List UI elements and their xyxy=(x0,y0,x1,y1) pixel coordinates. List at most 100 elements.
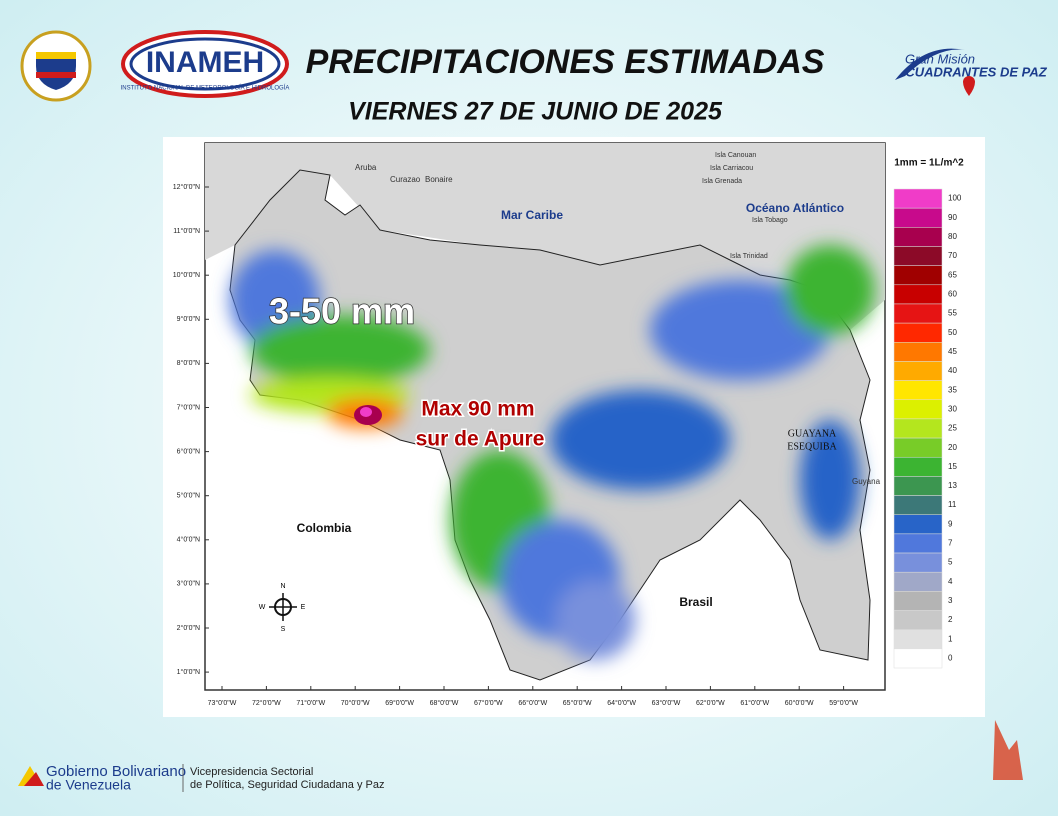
lon-label: 61°0'0"W xyxy=(740,699,769,707)
cuadrantes-top: Gran Misión xyxy=(905,51,975,66)
legend-label: 5 xyxy=(948,558,953,567)
legend-swatch xyxy=(893,610,943,630)
lon-label: 70°0'0"W xyxy=(341,699,370,707)
legend-swatch xyxy=(893,284,943,305)
legend-swatch xyxy=(893,322,943,343)
lon-label: 72°0'0"W xyxy=(252,699,281,707)
lat-label: 7°0'0"N xyxy=(177,403,200,411)
legend-swatch xyxy=(893,514,943,535)
legend-label: 15 xyxy=(948,462,957,471)
place-label: Isla Grenada xyxy=(702,178,742,185)
legend-label: 90 xyxy=(948,213,957,222)
legend-swatch xyxy=(893,476,943,496)
legend-label: 13 xyxy=(948,481,957,490)
lon-label: 63°0'0"W xyxy=(652,699,681,707)
cuadrantes-bottom: CUADRANTES DE PAZ xyxy=(905,64,1047,79)
legend-swatch xyxy=(893,418,943,439)
legend-label: 4 xyxy=(948,577,953,586)
compass-label: N xyxy=(280,583,285,590)
inameh-logo xyxy=(121,30,289,98)
annotation: Max 90 mm xyxy=(421,398,534,421)
lat-label: 10°0'0"N xyxy=(173,271,200,279)
lon-label: 68°0'0"W xyxy=(430,699,459,707)
rain-area xyxy=(800,420,860,540)
sea xyxy=(205,143,885,330)
lon-label: 73°0'0"W xyxy=(208,699,237,707)
lat-label: 8°0'0"N xyxy=(177,359,200,367)
lat-label: 11°0'0"N xyxy=(173,227,200,235)
country-label: Brasil xyxy=(679,595,712,609)
legend-label: 11 xyxy=(948,500,957,509)
place-label: Bonaire xyxy=(425,175,453,184)
lat-label: 2°0'0"N xyxy=(177,624,200,632)
compass-cross xyxy=(269,593,297,621)
legend-label: 40 xyxy=(948,366,957,375)
inameh-ring xyxy=(129,37,281,91)
cuadrantes-swoosh xyxy=(895,48,965,80)
compass-label: W xyxy=(259,604,266,611)
vice-text: de Política, Seguridad Ciudadana y Paz xyxy=(190,779,384,791)
logo-text: INAMEH xyxy=(146,46,264,79)
lon-label: 64°0'0"W xyxy=(607,699,636,707)
pin-icon xyxy=(963,76,975,96)
seal-band xyxy=(36,72,76,78)
gov-flag xyxy=(24,772,44,786)
legend-swatch xyxy=(893,648,943,669)
header: INAMEH INSTITUTO NACIONAL DE METEOROLOGÍ… xyxy=(20,30,1048,126)
legend-swatch xyxy=(893,533,943,554)
place-label: Aruba xyxy=(355,163,377,172)
legend-label: 1 xyxy=(948,634,953,643)
lat-label: 1°0'0"N xyxy=(177,668,200,676)
rain-area xyxy=(250,315,430,385)
gov-text: Gobierno Bolivariano xyxy=(46,763,186,780)
lat-label: 9°0'0"N xyxy=(177,315,200,323)
seal-band xyxy=(36,52,76,59)
lon-label: 60°0'0"W xyxy=(785,699,814,707)
place-label: Isla Canouan xyxy=(715,152,756,159)
legend-swatch xyxy=(893,227,943,247)
lat-label: 6°0'0"N xyxy=(177,447,200,455)
legend-label: 9 xyxy=(948,519,953,528)
title: PRECIPITACIONES ESTIMADAS xyxy=(306,43,825,81)
legend-swatch xyxy=(893,495,943,515)
legend-swatch xyxy=(893,361,943,381)
footer: Gobierno Bolivariano de Venezuela Vicepr… xyxy=(18,720,1023,793)
legend-label: 70 xyxy=(948,251,957,260)
bicentennial-logo xyxy=(993,720,1023,780)
legend-swatch xyxy=(893,437,943,458)
legend-label: 30 xyxy=(948,404,957,413)
vice-text: Vicepresidencia Sectorial xyxy=(190,766,313,778)
sea-label: Mar Caribe xyxy=(501,208,563,222)
legend-label: 20 xyxy=(948,443,957,452)
lon-label: 66°0'0"W xyxy=(518,699,547,707)
legend-label: 80 xyxy=(948,232,957,241)
logo-subtext: INSTITUTO NACIONAL DE METEOROLOGÍA E HID… xyxy=(121,85,290,92)
lon-label: 67°0'0"W xyxy=(474,699,503,707)
place-label: Isla Carriacou xyxy=(710,165,753,172)
rain-area xyxy=(555,580,635,660)
lon-label: 59°0'0"W xyxy=(829,699,858,707)
lon-label: 69°0'0"W xyxy=(385,699,414,707)
rain-area xyxy=(650,280,830,380)
legend-label: 0 xyxy=(948,654,953,663)
sea-label: Océano Atlántico xyxy=(746,201,844,215)
legend-label: 2 xyxy=(948,615,953,624)
lon-label: 65°0'0"W xyxy=(563,699,592,707)
seal-shield xyxy=(36,52,76,90)
legend-label: 45 xyxy=(948,347,957,356)
legend-swatch xyxy=(893,265,943,286)
compass-label: E xyxy=(301,604,306,611)
lat-label: 5°0'0"N xyxy=(177,492,200,500)
country-label: Colombia xyxy=(297,521,352,535)
region-label: ESEQUIBA xyxy=(787,441,837,452)
legend-label: 60 xyxy=(948,289,957,298)
place-label: Isla Tobago xyxy=(752,217,788,224)
rain-area xyxy=(550,390,730,490)
compass-label: S xyxy=(281,626,286,633)
legend-label: 25 xyxy=(948,424,957,433)
legend-swatch xyxy=(893,207,943,228)
legend-swatch xyxy=(893,188,943,209)
legend-title: 1mm = 1L/m^2 xyxy=(894,158,964,169)
legend: 1009080706560555045403530252015131197543… xyxy=(893,188,962,669)
